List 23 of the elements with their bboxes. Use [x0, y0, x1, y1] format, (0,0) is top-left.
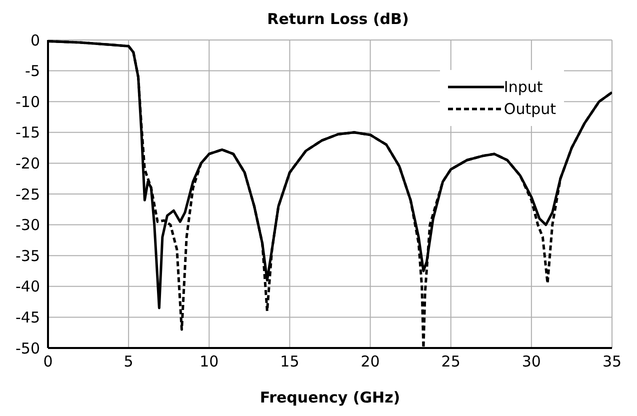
y-tick-label: -25	[16, 185, 40, 204]
y-tick-label: -50	[16, 339, 40, 358]
x-tick-label: 25	[441, 352, 460, 371]
y-tick-label: -35	[16, 246, 40, 265]
legend-label: Output	[504, 100, 556, 118]
x-tick-label: 30	[522, 352, 541, 371]
y-tick-label: -15	[16, 124, 40, 142]
legend-label: Input	[504, 78, 543, 96]
x-tick-label: 10	[200, 352, 219, 371]
x-axis-title: Frequency (GHz)	[260, 388, 400, 407]
x-tick-label: 15	[280, 352, 300, 371]
x-tick-label: 20	[360, 352, 380, 371]
y-tick-label: -5	[25, 62, 40, 80]
x-tick-label: 0	[43, 352, 53, 371]
y-tick-label: -40	[16, 278, 40, 296]
x-tick-label: 35	[602, 352, 622, 371]
y-tick-label: -10	[16, 92, 40, 111]
y-tick-label: 0	[30, 31, 40, 50]
y-tick-label: -45	[16, 308, 40, 327]
chart-title: Return Loss (dB)	[266, 9, 410, 30]
y-tick-label: -20	[16, 154, 40, 173]
y-tick-label: -30	[16, 216, 40, 234]
x-tick-label: 5	[124, 352, 134, 371]
